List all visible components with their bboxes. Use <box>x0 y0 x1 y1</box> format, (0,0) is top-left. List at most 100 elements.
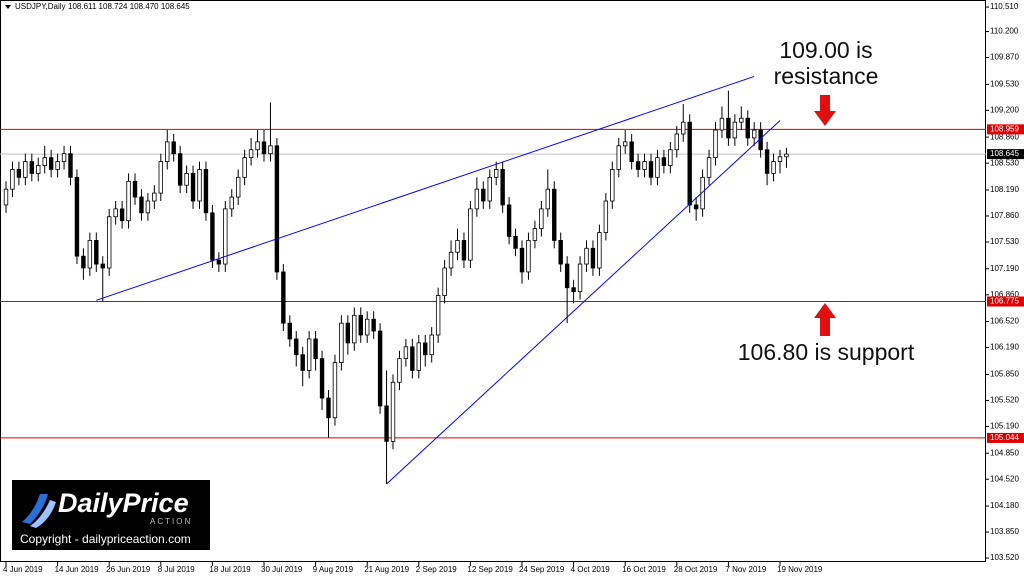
candle-body <box>274 145 280 273</box>
candle-body <box>358 314 363 336</box>
candle-body <box>55 161 60 170</box>
trendline <box>386 120 781 485</box>
candle-body <box>152 192 157 202</box>
candle-body <box>648 161 654 178</box>
candle-body <box>435 295 441 336</box>
annotation: 109.00 is <box>779 37 872 63</box>
candle-body <box>487 176 492 202</box>
candle-body <box>94 240 99 265</box>
candle-body <box>771 161 776 174</box>
candle-body <box>390 381 396 442</box>
candle-body <box>713 129 718 159</box>
candle-body <box>326 397 331 419</box>
candle-body <box>590 247 596 269</box>
candle-body <box>223 208 228 265</box>
y-tick-label: 105.520 <box>990 396 1019 405</box>
y-tick-label: 109.870 <box>990 53 1019 62</box>
candle-body <box>597 232 602 269</box>
candle-body <box>442 267 447 296</box>
logo: DailyPrice ACTION Copyright - dailyprice… <box>12 480 210 550</box>
candle-body <box>564 263 570 289</box>
candle-body <box>377 330 383 407</box>
candle-body <box>506 204 512 237</box>
level-label: 108.959 <box>990 124 1019 133</box>
candle-body <box>397 358 402 383</box>
x-tick-label: 19 Nov 2019 <box>777 565 823 574</box>
candle-body <box>674 133 679 151</box>
candle-body <box>352 314 357 344</box>
x-tick-label: 30 Jul 2019 <box>261 565 303 574</box>
candle-body <box>603 200 609 233</box>
y-tick-label: 104.180 <box>990 501 1019 510</box>
candle-body <box>681 121 686 135</box>
trendline <box>96 75 755 301</box>
y-tick-label: 104.520 <box>990 474 1019 483</box>
candle-body <box>668 149 673 166</box>
candle-body <box>300 354 305 371</box>
candle-body <box>281 271 286 324</box>
candle-body <box>229 196 234 210</box>
y-tick-label: 106.520 <box>990 317 1019 326</box>
candle-body <box>306 338 312 371</box>
candle-body <box>745 117 750 139</box>
candle-body <box>107 216 112 269</box>
candle-body <box>468 208 473 261</box>
candle-body <box>210 212 215 261</box>
candle-body <box>345 322 351 344</box>
candle-body <box>429 334 434 356</box>
candle-body <box>16 169 22 178</box>
candle-body <box>255 141 260 151</box>
chart-title: USDJPY,Daily <box>15 2 66 11</box>
candle-body <box>403 346 409 360</box>
candle-body <box>87 240 93 269</box>
candle-body <box>68 153 73 178</box>
candle-body <box>126 180 131 222</box>
candle-body <box>3 188 9 206</box>
candle-body <box>10 169 15 190</box>
candle-body <box>448 251 454 269</box>
x-tick-label: 4 Oct 2019 <box>571 565 611 574</box>
logo-emblem <box>22 494 48 524</box>
candle-body <box>29 161 34 174</box>
candle-body <box>371 318 376 332</box>
candle-body <box>158 161 163 194</box>
candle-body <box>119 208 125 222</box>
candle-body <box>423 342 428 356</box>
y-tick-label: 103.850 <box>990 527 1019 536</box>
level-label: 106.775 <box>990 297 1019 306</box>
candle-body <box>655 157 660 178</box>
candle-body <box>410 346 415 371</box>
candle-body <box>139 196 144 214</box>
candle-body <box>364 318 370 336</box>
ohlc-info: 108.611 108.724 108.470 108.645 <box>68 2 190 11</box>
x-tick-label: 12 Sep 2019 <box>467 565 513 574</box>
candle-body <box>739 117 744 123</box>
y-tick-label: 108.860 <box>990 132 1019 141</box>
candle-body <box>36 165 41 174</box>
candle-body <box>48 157 54 170</box>
candle-body <box>61 153 67 162</box>
candle-body <box>197 169 202 202</box>
y-tick-label: 109.200 <box>990 105 1019 114</box>
candle-body <box>571 287 576 293</box>
candle-body <box>384 405 389 442</box>
x-tick-label: 2 Sep 2019 <box>416 565 457 574</box>
candle-body <box>42 157 47 166</box>
candle-body <box>706 157 712 178</box>
candle-body <box>216 259 222 265</box>
candle-body <box>784 153 789 158</box>
candle-body <box>268 145 273 155</box>
y-tick-label: 109.530 <box>990 79 1019 88</box>
candle-body <box>81 255 86 269</box>
annotation: 106.80 is support <box>738 339 915 365</box>
arrow-up <box>814 303 836 336</box>
x-tick-label: 16 Oct 2019 <box>622 565 666 574</box>
y-tick-label: 108.530 <box>990 158 1019 167</box>
candle-body <box>113 208 118 218</box>
candle-body <box>474 188 480 210</box>
annotation: resistance <box>774 63 879 89</box>
candle-body <box>461 240 467 261</box>
y-tick-label: 105.190 <box>990 422 1019 431</box>
arrow-down <box>814 95 836 126</box>
